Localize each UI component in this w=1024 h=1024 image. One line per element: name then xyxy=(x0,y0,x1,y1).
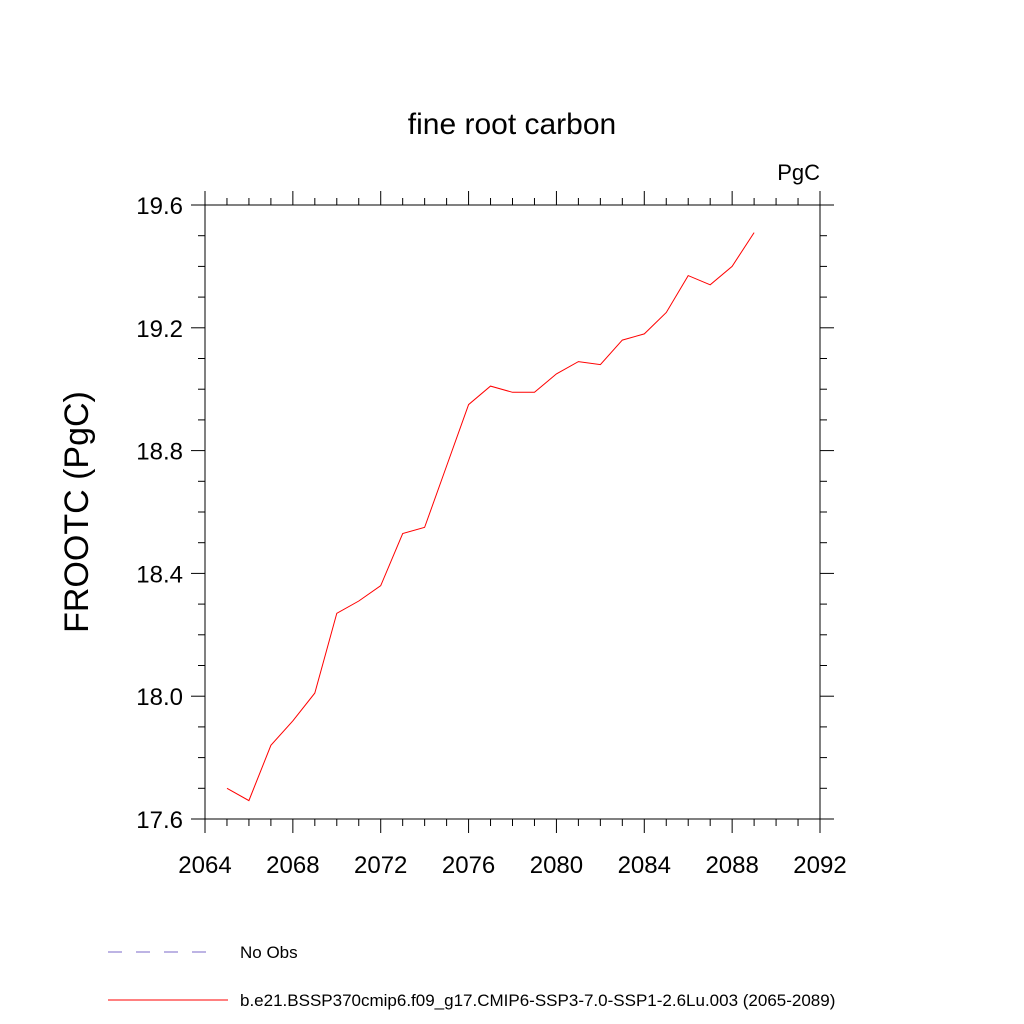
chart-title: fine root carbon xyxy=(408,108,616,141)
data-point xyxy=(226,787,228,789)
legend-label-series: b.e21.BSSP370cmip6.f09_g17.CMIP6-SSP3-7.… xyxy=(240,991,835,1010)
data-point xyxy=(753,232,755,234)
data-point xyxy=(336,612,338,614)
data-point xyxy=(270,744,272,746)
x-tick-label: 2092 xyxy=(793,852,846,879)
data-point xyxy=(490,385,492,387)
data-point xyxy=(314,692,316,694)
y-tick-label: 19.6 xyxy=(136,193,183,220)
data-point xyxy=(534,391,536,393)
series-points xyxy=(226,232,755,802)
data-point xyxy=(555,373,557,375)
data-point xyxy=(599,364,601,366)
data-point xyxy=(621,339,623,341)
data-point xyxy=(292,720,294,722)
axis-ticks xyxy=(191,191,834,833)
data-point xyxy=(643,333,645,335)
y-tick-label: 18.4 xyxy=(136,561,183,588)
data-point xyxy=(709,284,711,286)
units-label: PgC xyxy=(777,160,820,185)
data-point xyxy=(358,600,360,602)
series-line xyxy=(226,232,755,802)
plot-frame xyxy=(204,204,821,820)
x-tick-label: 2072 xyxy=(354,852,407,879)
data-point xyxy=(402,533,404,535)
x-tick-label: 2076 xyxy=(442,852,495,879)
data-point xyxy=(380,585,382,587)
data-point xyxy=(731,265,733,267)
x-tick-label: 2084 xyxy=(618,852,671,879)
y-tick-label: 17.6 xyxy=(136,807,183,834)
x-tick-label: 2080 xyxy=(530,852,583,879)
data-point xyxy=(424,526,426,528)
data-point xyxy=(248,800,250,802)
y-tick-label: 19.2 xyxy=(136,316,183,343)
data-point xyxy=(687,275,689,277)
legend: No Obs b.e21.BSSP370cmip6.f09_g17.CMIP6-… xyxy=(108,943,835,1010)
y-tick-label: 18.8 xyxy=(136,439,183,466)
data-point xyxy=(446,465,448,467)
data-point xyxy=(468,404,470,406)
x-tick-label: 2068 xyxy=(266,852,319,879)
data-point xyxy=(512,391,514,393)
data-point xyxy=(577,361,579,363)
x-tick-label: 2088 xyxy=(705,852,758,879)
y-tick-label: 18.0 xyxy=(136,684,183,711)
x-tick-label: 2064 xyxy=(178,852,231,879)
axis-tick-labels: 2064 2068 2072 2076 2080 2084 2088 2092 17.6 18.0… xyxy=(136,193,846,879)
legend-label-no-obs: No Obs xyxy=(240,943,298,962)
y-axis-label: FROOTC (PgC) xyxy=(58,391,96,633)
data-point xyxy=(665,312,667,314)
